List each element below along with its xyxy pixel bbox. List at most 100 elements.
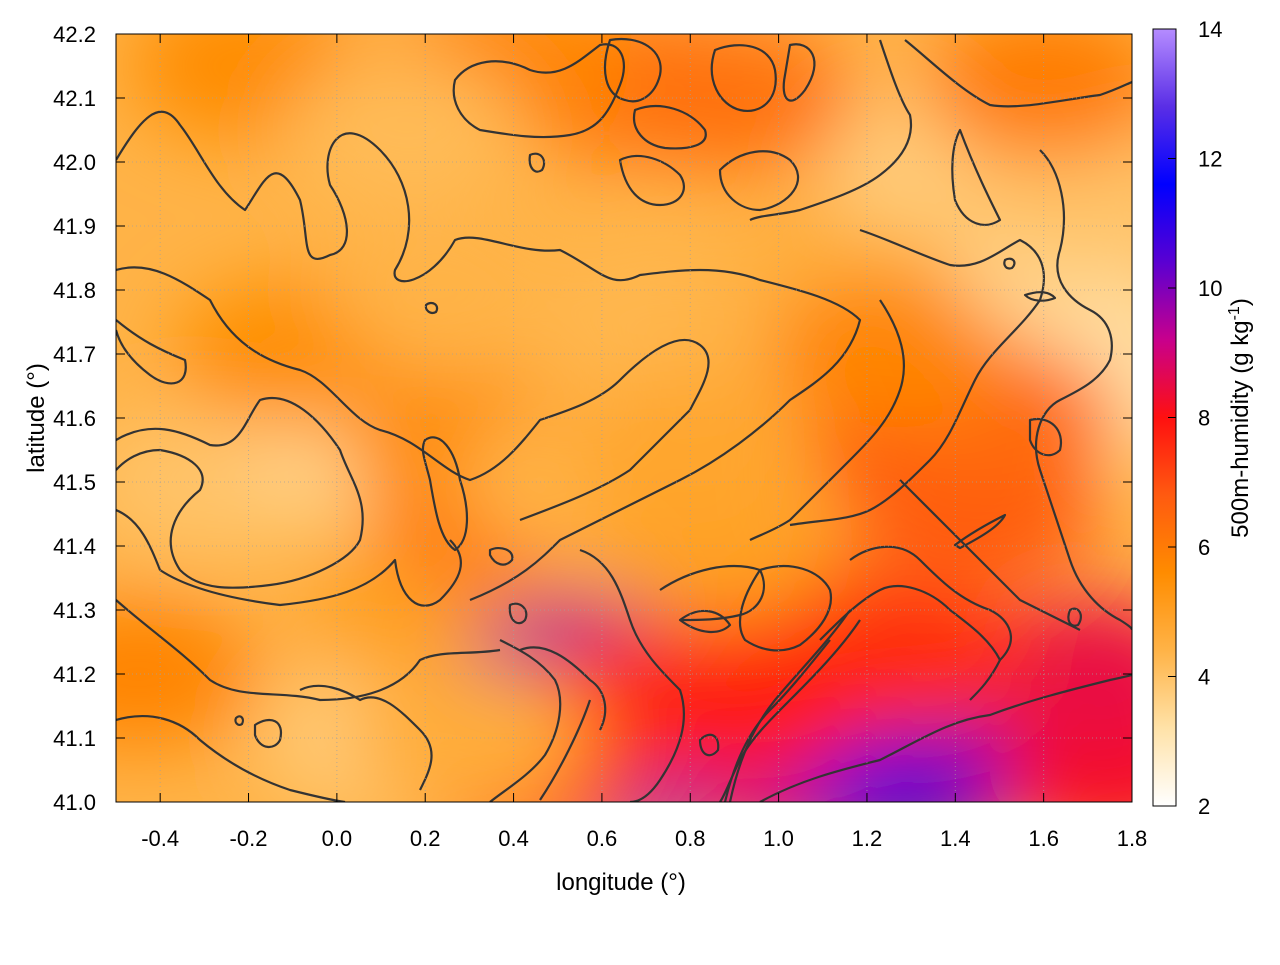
colorbar-tick-label: 12	[1198, 147, 1222, 172]
contour-line	[489, 639, 562, 802]
x-tick-label: 1.6	[1028, 826, 1059, 851]
y-tick-label: 41.3	[53, 598, 96, 623]
contour-line	[452, 43, 625, 139]
contour-line	[782, 43, 816, 102]
field-sample	[327, 215, 568, 365]
x-tick-label: 1.8	[1117, 826, 1148, 851]
field-sample	[769, 279, 1010, 429]
x-tick-label: 0.0	[322, 826, 353, 851]
x-axis-label: longitude (°)	[556, 869, 686, 896]
field-sample	[636, 631, 877, 781]
x-tick-label: -0.2	[230, 826, 268, 851]
contour-line	[1067, 607, 1082, 627]
y-tick-label: 42.2	[53, 22, 96, 47]
colorbar-label-end: )	[1227, 298, 1254, 306]
contour-line	[618, 155, 685, 207]
x-tick-label: 1.0	[763, 826, 794, 851]
y-tick-label: 41.4	[53, 534, 96, 559]
humidity-blobs	[116, 34, 1132, 802]
x-tick-label: 0.6	[587, 826, 618, 851]
contour-line	[819, 585, 1001, 661]
contour-line	[424, 301, 439, 314]
contour-line	[1023, 291, 1057, 302]
contour-line	[116, 508, 462, 607]
contour-line	[904, 39, 1132, 108]
contour-line	[789, 228, 1045, 527]
contour-line	[253, 718, 283, 748]
contour-line	[1003, 257, 1016, 270]
x-tick-label: 1.2	[852, 826, 883, 851]
contour-line	[579, 548, 685, 802]
contour-line	[951, 128, 1002, 226]
contour-line	[749, 39, 913, 222]
x-tick-label: 0.8	[675, 826, 706, 851]
contour-line	[508, 602, 528, 625]
colorbar-tick-label: 6	[1198, 535, 1210, 560]
y-axis-label: latitude (°)	[23, 363, 50, 473]
contour-line	[759, 673, 1132, 802]
colorbar-label-main: 500m-humidity (g kg	[1227, 320, 1254, 537]
y-tick-label: 41.5	[53, 470, 96, 495]
contour-line	[234, 715, 244, 726]
x-tick-label: 0.4	[498, 826, 529, 851]
contour-line	[299, 684, 433, 791]
contour-line	[953, 513, 1007, 550]
y-tick-label: 42.0	[53, 150, 96, 175]
contour-line	[698, 733, 720, 757]
contour-line	[678, 609, 732, 633]
contour-line	[710, 44, 777, 113]
contour-line	[718, 150, 800, 212]
y-axis: 41.0 41.1 41.2 41.3 41.4 41.5 41.6 41.7 41.8 41.9…	[53, 22, 1132, 815]
contour-line	[116, 110, 862, 602]
y-tick-label: 41.7	[53, 342, 96, 367]
contour-line	[116, 397, 364, 589]
contour-line	[539, 699, 592, 801]
y-tick-label: 41.1	[53, 726, 96, 751]
y-tick-label: 41.6	[53, 406, 96, 431]
contour-line	[849, 545, 1012, 701]
colorbar-tick-label: 14	[1198, 17, 1222, 42]
y-tick-label: 42.1	[53, 86, 96, 111]
humidity-field	[116, 34, 1132, 802]
field-sample	[923, 34, 1132, 161]
contour-lines	[116, 37, 1132, 802]
contour-line	[632, 105, 707, 150]
contour-line	[899, 479, 1081, 631]
contour-line	[749, 299, 905, 541]
contour-line	[738, 565, 833, 652]
colorbar-label-sup: -1	[1226, 306, 1243, 320]
grid	[116, 33, 1133, 803]
contour-line	[1028, 417, 1063, 457]
field-sample	[283, 55, 524, 205]
x-tick-label: 0.2	[410, 826, 441, 851]
colorbar-tick-label: 2	[1198, 794, 1210, 819]
colorbar-label: 500m-humidity (g kg-1)	[1226, 298, 1254, 538]
x-tick-label: -0.4	[141, 826, 179, 851]
contour-line	[723, 639, 831, 802]
contour-line	[728, 609, 851, 802]
contour-line	[488, 546, 514, 566]
field-sample	[116, 599, 259, 749]
contour-line	[116, 715, 346, 802]
field-sample	[349, 663, 590, 802]
contour-line	[116, 599, 501, 702]
y-tick-label: 41.2	[53, 662, 96, 687]
contour-line	[421, 436, 469, 552]
y-tick-label: 41.0	[53, 790, 96, 815]
contour-line	[603, 37, 662, 103]
colorbar-tick-label: 10	[1198, 276, 1222, 301]
contour-line	[1035, 149, 1132, 631]
y-tick-label: 41.9	[53, 214, 96, 239]
contour-line	[519, 646, 607, 731]
contour-line	[659, 564, 765, 622]
contour-line	[116, 266, 710, 522]
y-tick-label: 41.8	[53, 278, 96, 303]
colorbar-ticks: 2 4 6 8 10 12 14	[1168, 17, 1222, 819]
contour-line	[528, 152, 546, 173]
colorbar-tick-label: 4	[1198, 665, 1210, 690]
x-tick-label: 1.4	[940, 826, 971, 851]
colorbar-tick-label: 8	[1198, 406, 1210, 431]
x-axis: -0.4 -0.2 0.0 0.2 0.4 0.6 0.8 1.0 1.2 1.4 1.6 1.8	[141, 34, 1147, 851]
